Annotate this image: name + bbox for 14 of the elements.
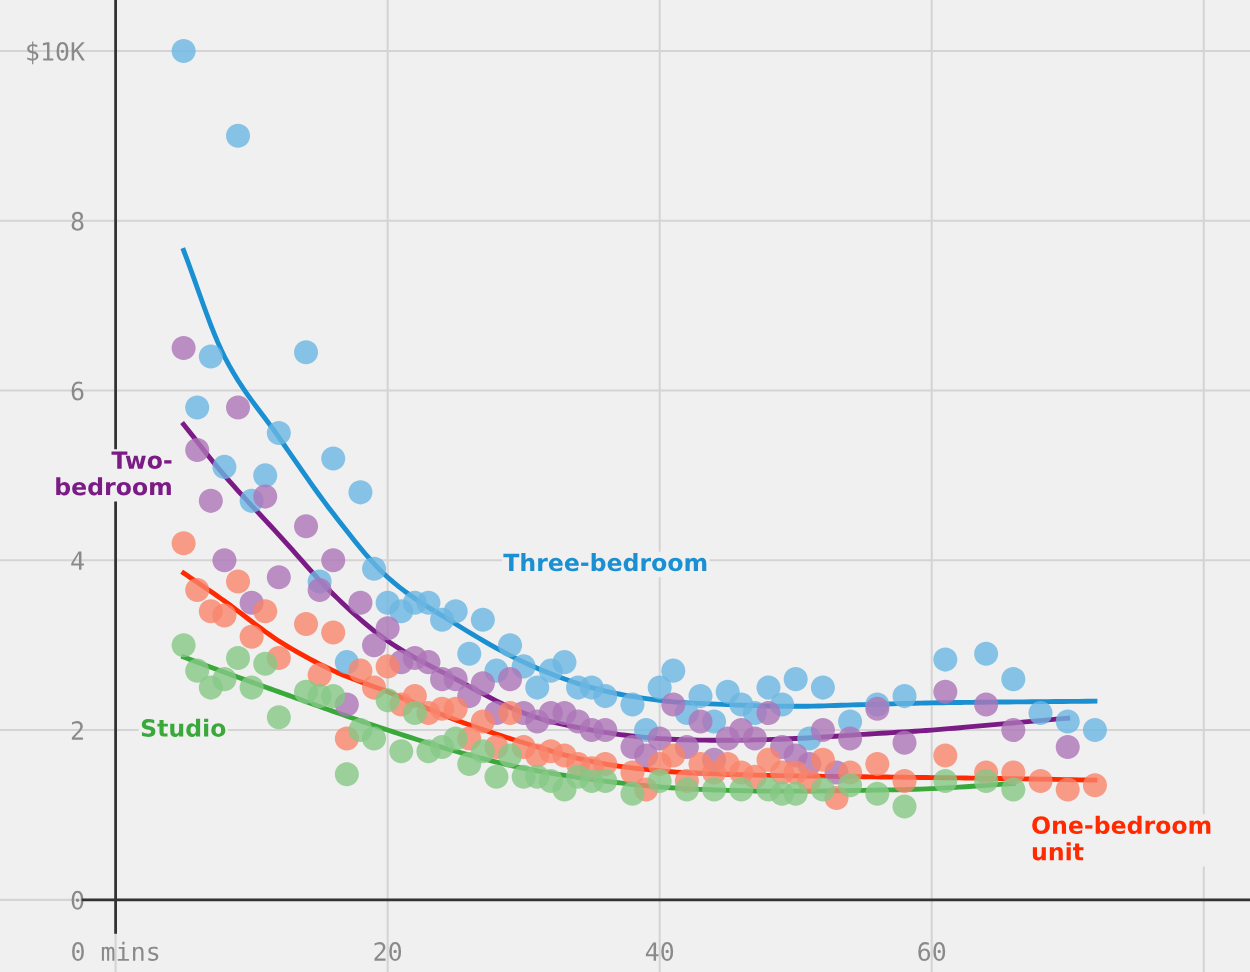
y-tick-label: 2 xyxy=(71,721,83,740)
series-label: One-bedroom unit xyxy=(1032,815,1211,861)
series-label: Studio xyxy=(141,718,226,737)
x-tick-label: 40 xyxy=(645,942,674,961)
x-tick-label: 20 xyxy=(374,942,402,961)
y-tick-label: 6 xyxy=(71,381,84,401)
series-label: Two- bedroom xyxy=(56,451,172,496)
y-tick-label: 4 xyxy=(71,551,84,570)
text: Three-bedroom xyxy=(503,553,707,572)
y-tick-label: $10K xyxy=(27,41,85,65)
y-tick-label: 0 xyxy=(71,890,84,910)
y-tick-label: 8 xyxy=(71,211,84,231)
x-tick-label: 60 xyxy=(918,942,946,961)
x-tick-label: 0 mins xyxy=(72,941,159,961)
